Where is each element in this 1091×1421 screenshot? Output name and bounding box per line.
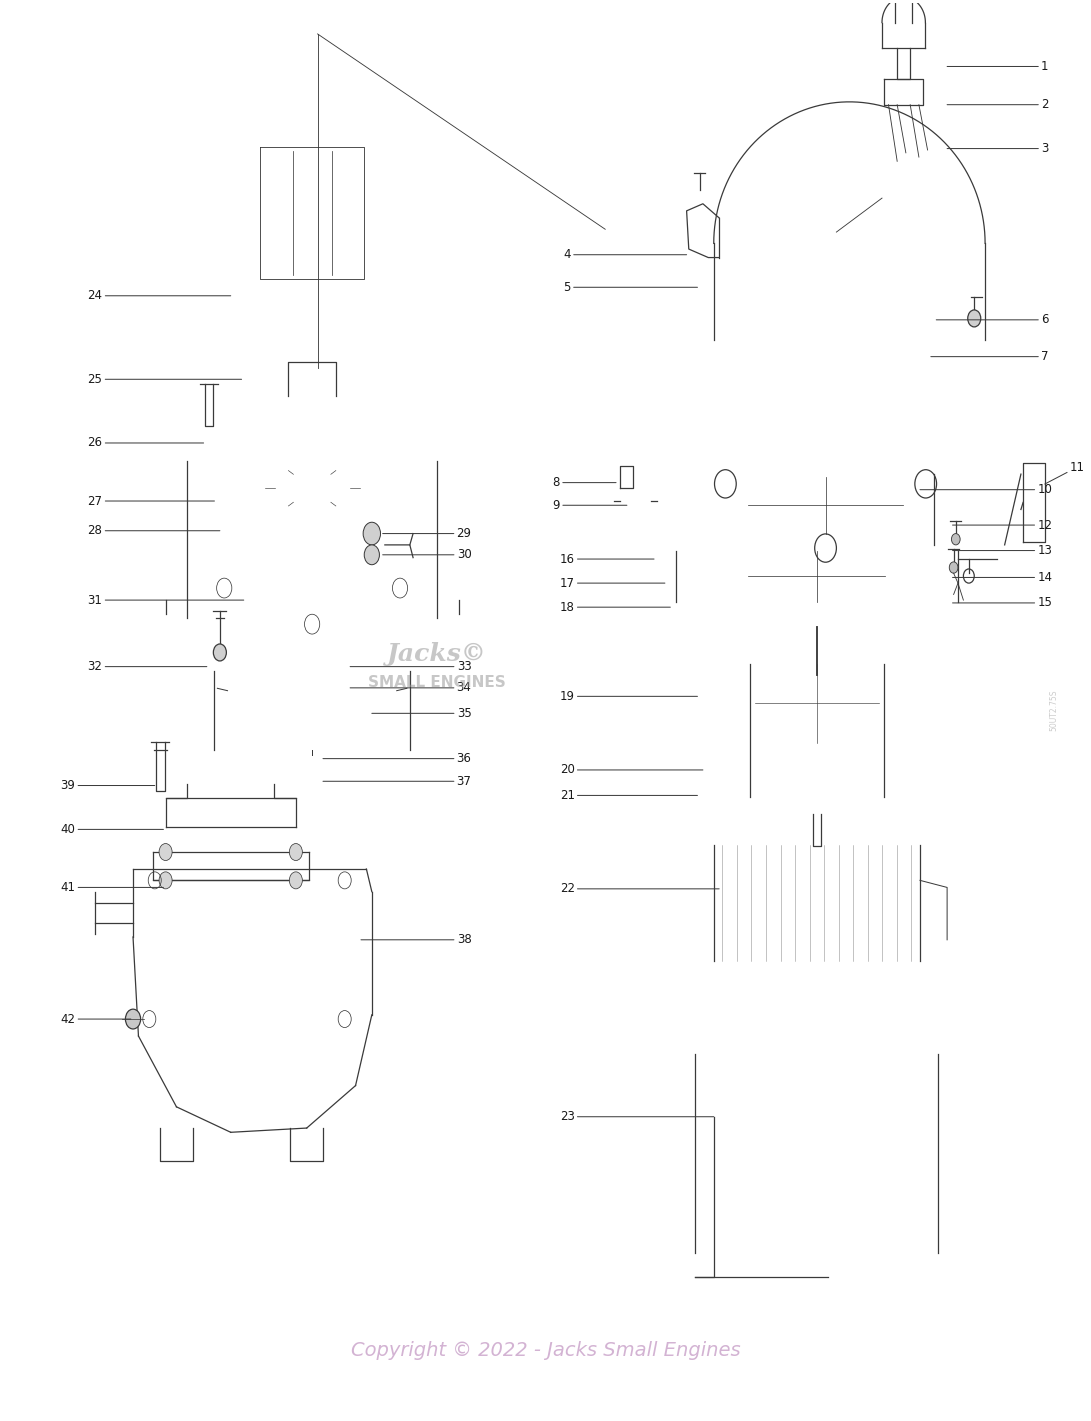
Text: Jacks©: Jacks© — [387, 642, 487, 666]
Circle shape — [159, 872, 172, 890]
Text: 6: 6 — [936, 314, 1048, 327]
Text: 33: 33 — [350, 661, 471, 674]
Circle shape — [951, 533, 960, 544]
Text: 34: 34 — [350, 681, 471, 695]
Text: 27: 27 — [87, 495, 215, 507]
Text: 38: 38 — [361, 934, 471, 946]
Text: 13: 13 — [952, 544, 1052, 557]
Text: 35: 35 — [372, 706, 471, 720]
Circle shape — [289, 844, 302, 861]
Text: 42: 42 — [60, 1013, 131, 1026]
Text: 16: 16 — [560, 553, 654, 566]
Text: 24: 24 — [87, 290, 230, 303]
Text: 15: 15 — [952, 597, 1052, 610]
Text: 40: 40 — [60, 823, 164, 836]
Text: 22: 22 — [560, 882, 719, 895]
Text: 7: 7 — [931, 350, 1048, 364]
Text: 28: 28 — [87, 524, 220, 537]
Text: 25: 25 — [87, 372, 241, 385]
Text: 23: 23 — [560, 1110, 714, 1123]
Circle shape — [125, 1009, 141, 1029]
Text: 2: 2 — [947, 98, 1048, 111]
Text: 21: 21 — [560, 789, 697, 801]
Text: 20: 20 — [560, 763, 703, 776]
Text: 29: 29 — [383, 527, 471, 540]
Text: 37: 37 — [323, 774, 471, 787]
Text: 26: 26 — [87, 436, 204, 449]
Text: 5: 5 — [564, 281, 697, 294]
Circle shape — [363, 523, 381, 544]
Text: 8: 8 — [553, 476, 616, 489]
Text: 30: 30 — [383, 549, 471, 561]
Text: 1: 1 — [947, 60, 1048, 72]
Text: 17: 17 — [560, 577, 664, 590]
Text: 4: 4 — [563, 249, 686, 261]
Circle shape — [364, 544, 380, 564]
Circle shape — [159, 844, 172, 861]
Circle shape — [289, 872, 302, 890]
Circle shape — [949, 561, 958, 573]
Text: 32: 32 — [87, 661, 207, 674]
Text: 41: 41 — [60, 881, 164, 894]
Text: 50UT2.75S: 50UT2.75S — [1048, 689, 1058, 732]
Text: 39: 39 — [60, 779, 155, 791]
Text: 3: 3 — [947, 142, 1048, 155]
Text: 36: 36 — [323, 752, 471, 764]
Text: 31: 31 — [87, 594, 243, 607]
Text: SMALL ENGINES: SMALL ENGINES — [368, 675, 506, 689]
Circle shape — [214, 644, 226, 661]
Text: 19: 19 — [560, 689, 697, 703]
Circle shape — [968, 310, 981, 327]
Text: 9: 9 — [553, 499, 627, 512]
Text: Copyright © 2022 - Jacks Small Engines: Copyright © 2022 - Jacks Small Engines — [350, 1341, 741, 1360]
Text: 10: 10 — [920, 483, 1052, 496]
Text: 18: 18 — [560, 601, 670, 614]
Text: 12: 12 — [952, 519, 1053, 531]
Text: 11: 11 — [1045, 460, 1084, 485]
Text: 14: 14 — [952, 571, 1053, 584]
